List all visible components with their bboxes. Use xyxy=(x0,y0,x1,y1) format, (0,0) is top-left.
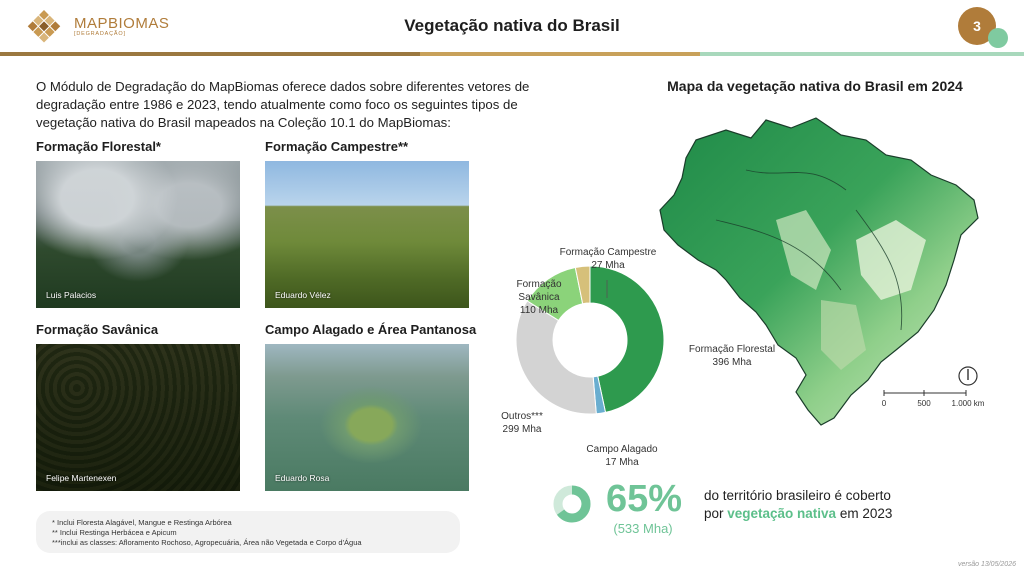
slice-label: Campo Alagado xyxy=(586,444,658,455)
photo-credit: Luis Palacios xyxy=(46,290,97,300)
donut-label-savanica: Formação Savânica 110 Mha xyxy=(496,278,582,317)
north-arrow-icon xyxy=(958,366,978,386)
scale-label-0: 0 xyxy=(882,399,887,408)
coverage-line1: do território brasileiro é coberto xyxy=(704,488,891,503)
photo-credit: Felipe Martenexen xyxy=(46,473,117,483)
label-formacao-florestal: Formação Florestal* xyxy=(36,139,161,154)
label-formacao-savanica: Formação Savânica xyxy=(36,322,159,337)
logo-name: MAPBIOMAS xyxy=(74,15,170,32)
slice-value: 27 Mha xyxy=(591,260,625,271)
donut-label-campestre: Formação Campestre 27 Mha xyxy=(548,246,668,272)
version-label: versão 13/05/2026 xyxy=(958,561,1016,568)
vegetation-donut-chart xyxy=(515,265,665,415)
footnote-3: ***inclui as classes: Afloramento Rochos… xyxy=(52,538,362,547)
footnote-1: * Inclui Floresta Alagável, Mangue e Res… xyxy=(52,518,232,527)
slice-label: Outros*** xyxy=(501,411,543,422)
intro-text: O Módulo de Degradação do MapBiomas ofer… xyxy=(36,79,530,130)
slice-value: 17 Mha xyxy=(605,457,639,468)
donut-slice-2 xyxy=(515,300,597,415)
slice-value: 396 Mha xyxy=(712,357,752,368)
slice-label: Formação Savânica xyxy=(516,279,562,303)
map-title: Mapa da vegetação nativa do Brasil em 20… xyxy=(667,78,963,94)
donut-slice-4 xyxy=(574,265,591,305)
coverage-percent: 65% xyxy=(606,478,683,520)
donut-label-campo-alagado: Campo Alagado 17 Mha xyxy=(576,443,668,469)
page-title: Vegetação nativa do Brasil xyxy=(404,16,620,35)
coverage-highlight: vegetação nativa xyxy=(727,506,837,521)
logo-text: MAPBIOMAS [DEGRADAÇÃO] xyxy=(74,15,169,37)
brazil-vegetation-map: 0 500 1.000 km xyxy=(659,117,985,426)
scale-label-500: 500 xyxy=(917,399,931,408)
label-formacao-campestre: Formação Campestre** xyxy=(265,139,409,154)
donut-label-outros: Outros*** 299 Mha xyxy=(490,410,554,436)
slice-label: Formação Campestre xyxy=(559,247,657,258)
donut-label-florestal: Formação Florestal 396 Mha xyxy=(682,343,782,369)
photo-campo-alagado: Eduardo Rosa xyxy=(265,344,469,491)
scale-label-1000: 1.000 km xyxy=(952,399,985,408)
donut-slice-0 xyxy=(589,265,665,413)
footnotes-box: * Inclui Floresta Alagável, Mangue e Res… xyxy=(36,511,460,553)
mapbiomas-logo xyxy=(27,10,61,43)
coverage-line2-post: em 2023 xyxy=(836,506,893,521)
slice-value: 299 Mha xyxy=(502,424,542,435)
coverage-area: (533 Mha) xyxy=(613,521,673,536)
slice-value: 110 Mha xyxy=(519,305,559,316)
coverage-ring-icon xyxy=(553,485,591,523)
label-campo-alagado: Campo Alagado e Área Pantanosa xyxy=(265,322,477,337)
page-decor-dot xyxy=(988,28,1008,48)
photo-credit: Eduardo Rosa xyxy=(275,473,330,483)
footnote-2: ** Inclui Restinga Herbácea e Apicum xyxy=(52,528,177,537)
slice-label: Formação Florestal xyxy=(688,344,776,355)
photo-formacao-campestre: Eduardo Vélez xyxy=(265,161,469,308)
photo-formacao-savanica: Felipe Martenexen xyxy=(36,344,240,491)
header-divider xyxy=(0,52,1024,56)
coverage-ring-fill xyxy=(553,485,591,523)
photo-formacao-florestal: Luis Palacios xyxy=(36,161,240,308)
logo-subtitle: [DEGRADAÇÃO] xyxy=(74,31,126,37)
coverage-line2-pre: por xyxy=(704,506,728,521)
coverage-description: do território brasileiro é coberto por v… xyxy=(704,487,892,523)
photo-credit: Eduardo Vélez xyxy=(275,290,331,300)
map-scale-bar: 0 500 1.000 km xyxy=(882,390,985,408)
